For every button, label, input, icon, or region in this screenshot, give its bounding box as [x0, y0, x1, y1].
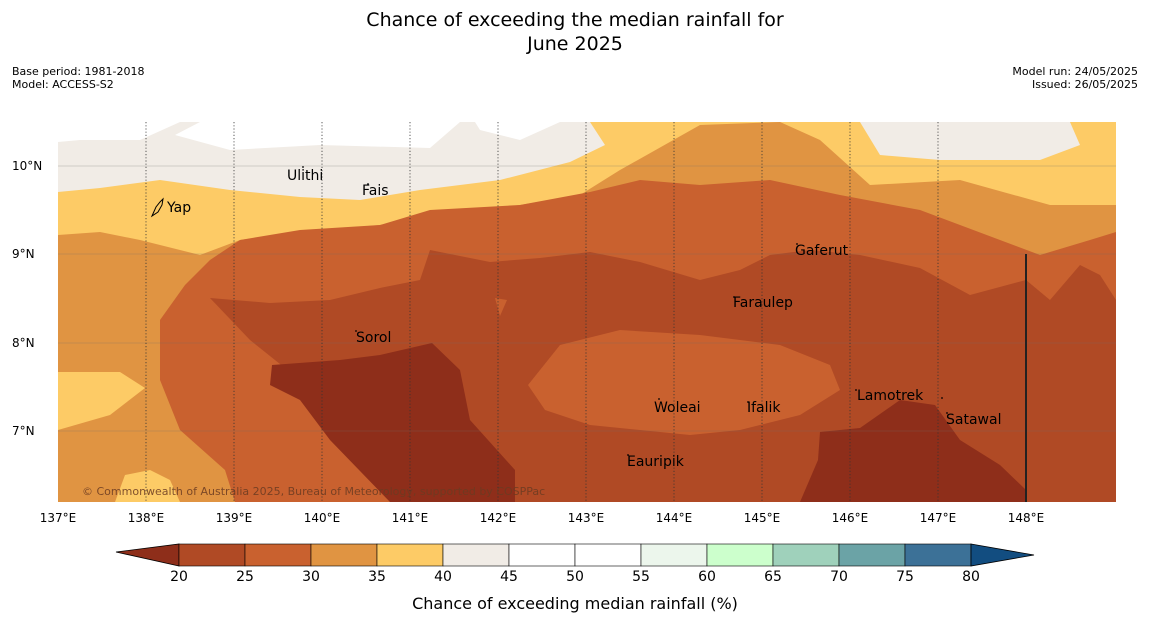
colorbar-tick-70: 70 [830, 569, 848, 585]
meta-right: Model run: 24/05/2025 Issued: 26/05/2025 [1012, 65, 1138, 91]
place-ifalik: Ifalik [747, 400, 781, 416]
band-small-mark [495, 298, 507, 316]
colorbar-swatch-70-75 [838, 543, 906, 567]
colorbar-swatch-75-80 [904, 543, 972, 567]
title-line-1: Chance of exceeding the median rainfall … [366, 9, 784, 31]
lat-label-7n: 7°N [12, 424, 35, 438]
lon-label-140e: 140°E [303, 511, 341, 525]
place-lamotrek: Lamotrek [857, 388, 924, 404]
lon-label-147e: 147°E [919, 511, 957, 525]
colorbar-swatch-65-70 [772, 543, 840, 567]
base-period: Base period: 1981-2018 [12, 65, 145, 78]
colorbar-tick-75: 75 [896, 569, 914, 585]
gridlines [58, 165, 1116, 432]
issued-date: Issued: 26/05/2025 [1031, 78, 1138, 91]
colorbar-tick-20: 20 [170, 569, 188, 585]
colorbar-swatch-60-65 [706, 543, 774, 567]
model-run: Model run: 24/05/2025 [1012, 65, 1138, 78]
colorbar-swatch-40-45 [442, 543, 510, 567]
lon-label-139e: 139°E [215, 511, 253, 525]
colorbar-extend-low [115, 543, 180, 567]
lon-label-146e: 146°E [831, 511, 869, 525]
colorbar-tick-45: 45 [500, 569, 518, 585]
lat-label-8n: 8°N [12, 336, 35, 350]
colorbar-extend-high [970, 543, 1035, 567]
colorbar-swatch-45-50 [508, 543, 576, 567]
band-40-45 [58, 122, 605, 200]
lon-label-145e: 145°E [743, 511, 781, 525]
colorbar-tick-25: 25 [236, 569, 254, 585]
place-eauripik: Eauripik [627, 454, 684, 470]
colorbar-swatch-50-55 [574, 543, 642, 567]
map-fill-layers [58, 122, 1116, 502]
place-satawal: Satawal [946, 412, 1002, 428]
colorbar-title: Chance of exceeding median rainfall (%) [412, 594, 738, 613]
lat-label-10n: 10°N [12, 159, 43, 173]
place-ulithi: Ulithi [287, 168, 324, 184]
place-sorol: Sorol [356, 330, 392, 346]
colorbar-tick-60: 60 [698, 569, 716, 585]
lon-label-144e: 144°E [655, 511, 693, 525]
colorbar-tick-80: 80 [962, 569, 980, 585]
band-below-20-east [800, 400, 1026, 502]
place-gaferut: Gaferut [795, 243, 849, 259]
colorbar [115, 543, 1035, 567]
yap-island-icon [150, 197, 164, 218]
place-faraulep: Faraulep [733, 295, 793, 311]
band-45-50-west [58, 122, 180, 142]
map-title: Chance of exceeding the median rainfall … [0, 8, 1150, 56]
band-45-50-east [475, 122, 560, 140]
lon-label-148e: 148°E [1007, 511, 1045, 525]
lon-label-142e: 142°E [479, 511, 517, 525]
title-line-2: June 2025 [527, 33, 623, 55]
meridians [145, 122, 939, 502]
copyright-notice: © Commonwealth of Australia 2025, Bureau… [82, 485, 546, 498]
colorbar-swatch-25-30 [244, 543, 312, 567]
meta-left: Base period: 1981-2018 Model: ACCESS-S2 [12, 65, 144, 91]
band-45-50-center [175, 122, 460, 150]
place-yap: Yap [167, 200, 192, 216]
colorbar-tick-50: 50 [566, 569, 584, 585]
model-name: Model: ACCESS-S2 [12, 78, 114, 91]
band-35-40-west [58, 372, 145, 430]
lon-label-141e: 141°E [391, 511, 429, 525]
place-fais: Fais [362, 183, 389, 199]
colorbar-tick-55: 55 [632, 569, 650, 585]
lon-label-143e: 143°E [567, 511, 605, 525]
colorbar-swatch-55-60 [640, 543, 708, 567]
colorbar-tick-35: 35 [368, 569, 386, 585]
colorbar-swatch-30-35 [310, 543, 378, 567]
island-markers [302, 166, 948, 456]
place-woleai: Woleai [654, 400, 701, 416]
colorbar-tick-65: 65 [764, 569, 782, 585]
lat-label-9n: 9°N [12, 247, 35, 261]
colorbar-tick-30: 30 [302, 569, 320, 585]
colorbar-tick-40: 40 [434, 569, 452, 585]
band-below-20-west [270, 343, 515, 502]
colorbar-swatch-20-25 [178, 543, 246, 567]
band-40-45-east [860, 122, 1080, 160]
lon-label-137e: 137°E [39, 511, 77, 525]
lon-label-138e: 138°E [127, 511, 165, 525]
band-35-40-south [115, 470, 180, 502]
colorbar-swatch-35-40 [376, 543, 444, 567]
